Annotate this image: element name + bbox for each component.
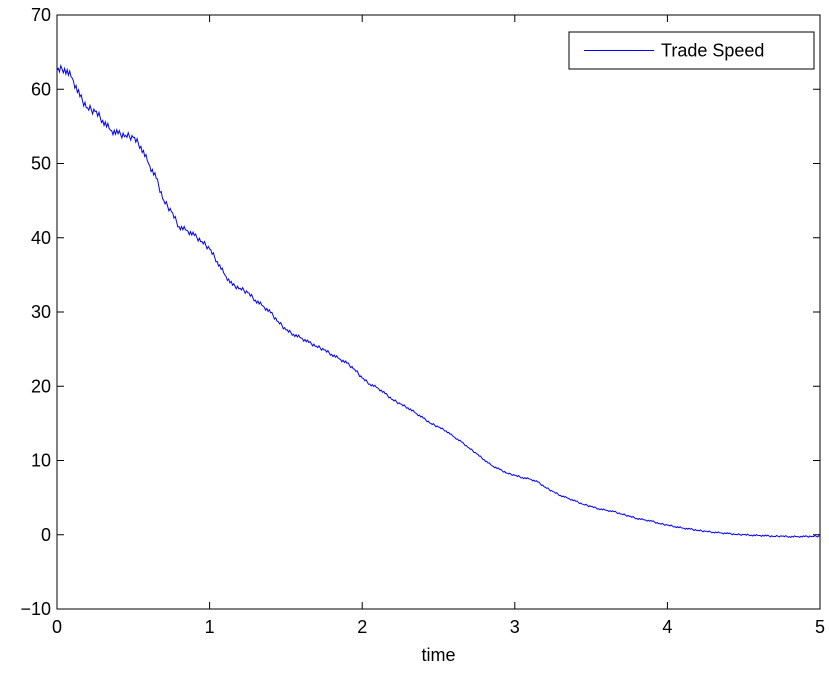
y-tick-label: 70 (31, 5, 51, 25)
x-tick-label: 1 (205, 617, 215, 637)
series-layer (56, 63, 821, 539)
y-tick-label: 10 (31, 451, 51, 471)
y-tick-label: 50 (31, 154, 51, 174)
plot-area (56, 14, 821, 610)
legend-label: Trade Speed (661, 41, 764, 61)
y-tick-label: 20 (31, 376, 51, 396)
y-tick-label: 30 (31, 302, 51, 322)
x-axis-label: time (421, 645, 455, 665)
y-tick-label: 40 (31, 228, 51, 248)
series-line-0 (56, 63, 821, 539)
y-tick-label: 60 (31, 79, 51, 99)
y-tick-label: −10 (20, 599, 51, 619)
y-tick-label: 0 (41, 525, 51, 545)
legend: Trade Speed (568, 31, 815, 70)
x-tick-label: 4 (662, 617, 672, 637)
x-tick-label: 5 (815, 617, 825, 637)
x-tick-label: 3 (510, 617, 520, 637)
x-tick-label: 2 (357, 617, 367, 637)
x-tick-label: 0 (52, 617, 62, 637)
